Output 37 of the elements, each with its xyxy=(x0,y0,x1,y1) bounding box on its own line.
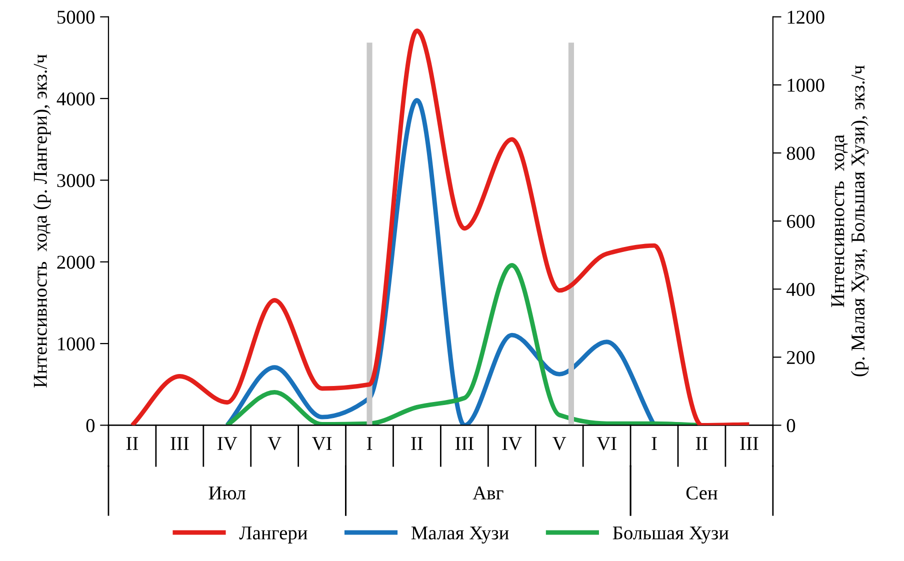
y2-tick-label: 200 xyxy=(786,350,815,364)
y-tick-label: 4000 xyxy=(56,92,95,106)
x-tick-label: VI xyxy=(596,437,616,450)
y2-tick-label: 400 xyxy=(786,282,815,296)
y-tick-label: 5000 xyxy=(58,10,95,24)
x-tick-label: II xyxy=(696,437,708,450)
legend-label: Лангери xyxy=(239,526,308,544)
x-tick-label: IV xyxy=(502,437,522,450)
text: Сен xyxy=(686,486,718,500)
x-tick-label: III xyxy=(170,437,189,450)
legend-label: Большая Хузи xyxy=(612,526,729,544)
y-tick-label: 3000 xyxy=(57,174,95,188)
y2-tick-label: 600 xyxy=(786,214,815,228)
x-tick-label: V xyxy=(268,437,282,450)
y2-tick-label: 1000 xyxy=(788,78,824,92)
x-tick-label: V xyxy=(552,437,566,450)
text: Июл xyxy=(208,486,246,500)
y-tick-label: 1000 xyxy=(58,337,95,350)
y2-tick-label: 800 xyxy=(786,146,815,160)
line-series xyxy=(130,28,752,426)
y-axis-title: Интенсивность хода (р. Лангери), экз./ч xyxy=(33,54,51,388)
x-tick-label: I xyxy=(366,437,372,450)
x-tick-label: I xyxy=(652,437,657,450)
y2-tick-label: 1200 xyxy=(788,10,824,24)
x-tick-label: II xyxy=(411,437,423,450)
x-tick-label: III xyxy=(740,437,758,450)
y2-tick-label: 0 xyxy=(786,419,796,432)
x-tick-label: III xyxy=(455,437,474,450)
text: Авг xyxy=(472,486,504,500)
x-tick-label: II xyxy=(126,437,138,450)
legend-label: Малая Хузи xyxy=(411,526,509,544)
x-tick-label: VI xyxy=(312,437,332,450)
line-series xyxy=(224,98,656,426)
y-tick-label: 2000 xyxy=(57,256,95,269)
y-tick-label: 0 xyxy=(86,419,95,432)
x-tick-label: IV xyxy=(218,437,238,450)
y2-axis-title: Интенсивность хода (р. Малая Хузи, Большая Хузи), экз./ч xyxy=(831,65,869,376)
